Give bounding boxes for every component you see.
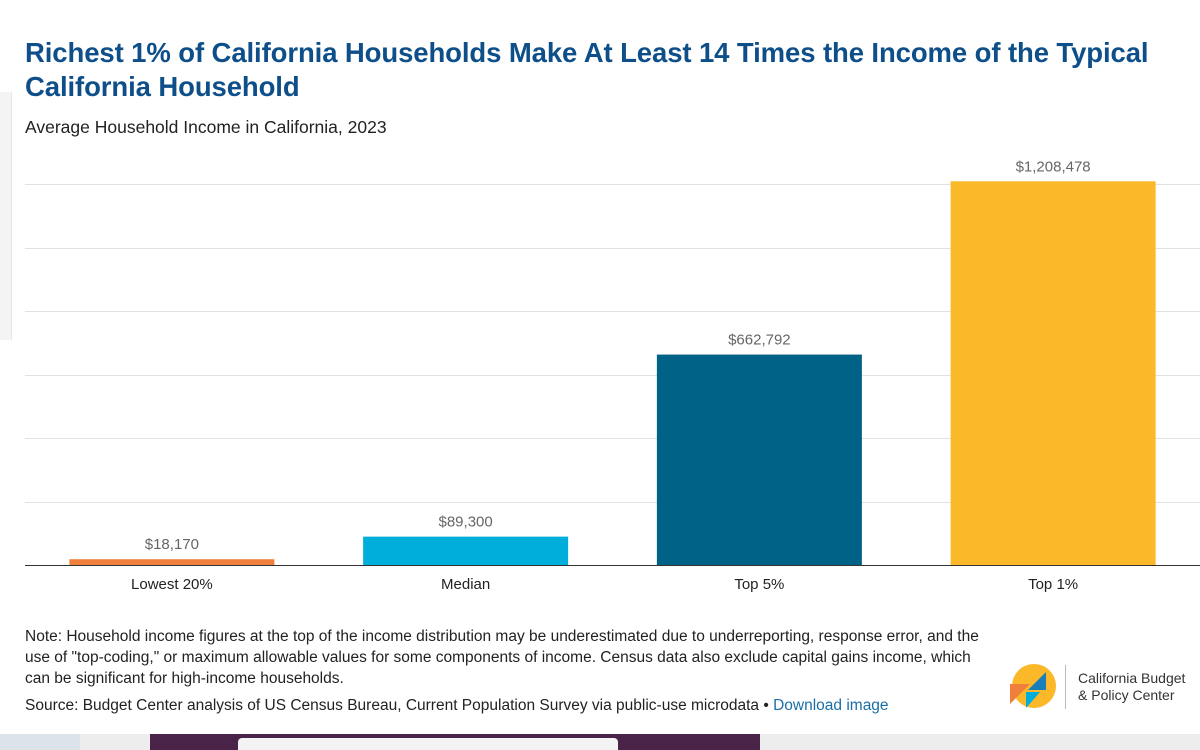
category-label-lowest-20: Lowest 20% [131, 576, 213, 593]
bar-top-1 [950, 181, 1156, 565]
bar-chart: $18,170 $89,300 $662,792 $1,208,478 Lowest … [25, 158, 1200, 593]
bar-median [363, 536, 569, 565]
value-label-lowest-20: $18,170 [145, 536, 199, 553]
chart-subtitle: Average Household Income in California, … [25, 117, 387, 137]
bottom-browser-strip [0, 734, 1200, 750]
chart-bars [69, 181, 1156, 565]
chart-source: Source: Budget Center analysis of US Cen… [25, 695, 889, 716]
bar-lowest-20 [69, 559, 275, 565]
chart-value-labels: $18,170 $89,300 $662,792 $1,208,478 [145, 158, 1091, 553]
cbpc-logo[interactable]: California Budget & Policy Center [1006, 662, 1185, 712]
chart-gridlines [25, 184, 1200, 566]
bottom-strip-segment-a [0, 734, 80, 750]
value-label-median: $89,300 [439, 514, 493, 531]
logo-line-2: & Policy Center [1078, 687, 1175, 703]
source-text: Source: Budget Center analysis of US Cen… [25, 697, 774, 714]
category-label-top-1: Top 1% [1028, 576, 1078, 593]
chart-title: Richest 1% of California Households Make… [25, 37, 1149, 102]
chart-category-labels: Lowest 20% Median Top 5% Top 1% [131, 576, 1078, 593]
logo-text: California Budget & Policy Center [1078, 670, 1185, 704]
value-label-top-1: $1,208,478 [1016, 158, 1091, 175]
cbpc-logo-icon [1010, 664, 1056, 708]
logo-divider [1065, 665, 1066, 709]
left-edge-panel [0, 92, 12, 340]
value-label-top-5: $662,792 [728, 332, 791, 349]
bar-top-5 [656, 354, 862, 565]
category-label-top-5: Top 5% [734, 576, 784, 593]
chart-note: Note: Household income figures at the to… [25, 628, 979, 687]
bottom-strip-segment-c [238, 738, 618, 750]
logo-line-1: California Budget [1078, 670, 1186, 686]
category-label-median: Median [441, 576, 490, 593]
download-image-link[interactable]: Download image [773, 697, 889, 714]
